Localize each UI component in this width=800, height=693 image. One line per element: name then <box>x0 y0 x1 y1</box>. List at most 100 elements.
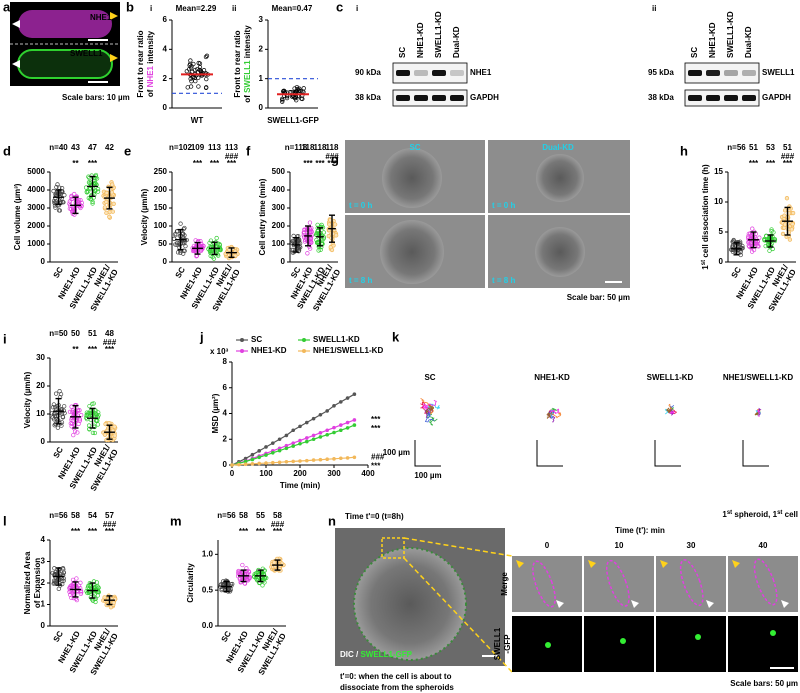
dot <box>740 243 745 249</box>
y-tick-label: 0.5 <box>202 585 214 594</box>
series-marker <box>230 463 234 467</box>
dot <box>302 227 307 233</box>
series-marker <box>291 441 296 445</box>
series-marker <box>318 412 323 417</box>
dot <box>60 199 65 205</box>
star-mark: *** <box>88 345 98 354</box>
y-axis-label-part: NHE1 <box>146 65 155 87</box>
time-stamp: t = 0 h <box>492 201 515 210</box>
y-axis-label: Front to rear ratioof NHE1 intensity <box>136 30 155 97</box>
series-marker <box>271 460 275 465</box>
n-label: 50 <box>71 329 80 338</box>
caption: t'=0: when the cell is about to <box>340 672 452 681</box>
dot <box>55 203 60 208</box>
cell-outline <box>679 559 704 607</box>
y-tick-label: 1 <box>41 600 46 609</box>
dot <box>110 182 115 187</box>
n-label: 58 <box>239 511 248 520</box>
dot <box>790 222 795 227</box>
y-axis-label-part: Cell entry time (min) <box>258 178 267 255</box>
y-tick-label: 0 <box>41 257 46 266</box>
merge-tile <box>584 556 654 612</box>
spheroid <box>536 154 584 202</box>
size-label: 90 kDa <box>355 68 381 77</box>
dot <box>185 85 190 90</box>
channel-label: NHE1 <box>90 13 112 22</box>
y-tick-label: 4 <box>223 409 228 418</box>
y-tick-label: 0 <box>163 103 168 112</box>
hash-mark: ### <box>781 152 795 161</box>
y-tick-label: 0 <box>41 621 46 630</box>
band <box>724 70 738 76</box>
y-tick-label: 3000 <box>27 203 45 212</box>
series-marker <box>243 459 248 464</box>
series-marker <box>298 438 302 443</box>
series-marker <box>305 436 309 440</box>
y-axis-label: 1st cell dissociation time (h) <box>701 164 711 270</box>
dot <box>69 404 74 409</box>
series-marker <box>318 435 323 439</box>
legend-label: NHE1/SWELL1-KD <box>313 346 383 355</box>
zoom-box <box>381 537 405 559</box>
blot <box>684 89 760 107</box>
time-value: 40 <box>759 541 768 550</box>
n-label: 43 <box>71 143 80 152</box>
cell-track <box>424 408 435 423</box>
dot <box>90 201 95 206</box>
gfp-signal <box>770 630 776 636</box>
dot <box>771 230 776 235</box>
dot <box>197 61 203 66</box>
lane-label: NHE1-KD <box>416 22 425 58</box>
y-tick-label: 3 <box>41 557 46 566</box>
dot <box>68 592 73 598</box>
dot <box>787 237 793 242</box>
blot <box>392 62 468 84</box>
dot <box>738 249 743 254</box>
y-tick-label: 200 <box>272 221 286 230</box>
n-label: 51 <box>749 143 758 152</box>
y-axis-label-part: Circularity <box>186 563 195 603</box>
dot <box>102 595 107 600</box>
series-marker <box>257 455 262 460</box>
dot <box>87 175 92 181</box>
y-tick-label: 1 <box>259 74 264 83</box>
panel-letter: d <box>3 143 11 158</box>
dot <box>78 580 83 585</box>
size-label: 38 kDa <box>648 93 674 102</box>
dot <box>60 414 65 419</box>
panel-sub: ii <box>232 4 236 13</box>
dot <box>62 404 67 409</box>
dot <box>69 417 74 422</box>
merge-tile <box>656 556 726 612</box>
n-label: 48 <box>105 329 114 338</box>
series-marker <box>250 452 255 457</box>
arrowhead <box>110 12 118 20</box>
n-label: 109 <box>191 143 205 152</box>
dot <box>84 190 90 195</box>
dot <box>92 430 98 436</box>
star-mark: *** <box>193 159 203 168</box>
caption: Scale bars: 50 µm <box>730 679 798 688</box>
y-axis-label-part: Normalized Area <box>23 551 32 614</box>
dot <box>62 410 67 416</box>
dot <box>90 430 96 436</box>
series-marker <box>243 462 248 467</box>
dot <box>197 67 202 73</box>
dot <box>327 222 332 227</box>
band <box>706 95 720 101</box>
legend-label: NHE1-KD <box>251 346 287 355</box>
y-axis-label-part: Velocity (µm/h) <box>23 371 32 428</box>
cell-track <box>420 401 431 414</box>
series-marker <box>298 459 302 463</box>
arrowhead <box>556 600 564 608</box>
dot <box>204 76 209 82</box>
legend-label: SC <box>251 335 262 344</box>
arrowhead <box>660 560 668 568</box>
lane-label: Dual-KD <box>744 26 753 58</box>
hash-mark: ### <box>271 520 285 529</box>
y-axis-label: Circularity <box>186 563 195 603</box>
cell-outline <box>532 560 556 608</box>
panel-sub: i <box>356 4 358 13</box>
star-mark: *** <box>71 527 81 536</box>
dot <box>284 95 290 101</box>
